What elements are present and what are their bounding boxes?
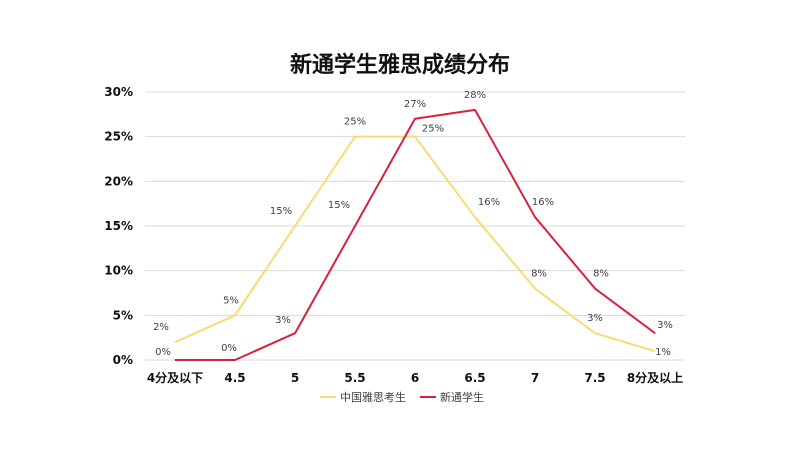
data-point	[414, 118, 416, 120]
y-tick-label: 10%	[104, 264, 133, 278]
x-axis: 4分及以下 4.5 5 5.5 6 6.5 7 7.5 8分及以上	[147, 370, 683, 385]
data-point	[654, 332, 656, 334]
y-tick-label: 25%	[104, 130, 133, 144]
legend: 中国雅思考生 新通学生	[320, 390, 484, 404]
data-label: 16%	[478, 197, 500, 208]
data-label: 2%	[153, 322, 169, 333]
data-label: 25%	[422, 124, 444, 135]
series-line-0	[174, 135, 656, 353]
data-point	[654, 350, 656, 352]
data-label: 25%	[344, 117, 366, 128]
y-tick-label: 5%	[113, 308, 133, 322]
data-point	[474, 216, 476, 218]
data-point	[294, 225, 296, 227]
data-label-layer: 2% 5% 15% 25% 25% 16% 8% 3% 1% 0% 0% 3% 15% 27% 28% 16%…	[153, 90, 673, 358]
y-tick-label: 15%	[104, 219, 133, 233]
data-label: 0%	[155, 347, 171, 358]
x-tick-label: 5.5	[344, 371, 365, 385]
data-label: 8%	[593, 269, 609, 280]
data-label: 15%	[270, 206, 292, 217]
y-tick-label: 30%	[104, 85, 133, 99]
data-label: 0%	[221, 343, 237, 354]
x-tick-label: 7.5	[584, 371, 605, 385]
y-tick-label: 0%	[113, 353, 133, 367]
series-line-1	[175, 108, 656, 361]
chart-title: 新通学生雅思成绩分布	[290, 52, 510, 78]
data-point	[474, 109, 476, 111]
data-point	[594, 332, 596, 334]
x-tick-label: 5	[291, 371, 299, 385]
data-point	[174, 341, 176, 343]
data-label: 1%	[655, 347, 671, 358]
y-tick-label: 20%	[104, 174, 133, 188]
data-label: 3%	[657, 320, 673, 331]
y-axis: 0% 5% 10% 15% 20% 25% 30%	[104, 85, 133, 367]
x-tick-label: 8分及以上	[627, 370, 683, 385]
data-label: 3%	[587, 313, 603, 324]
data-label: 3%	[275, 315, 291, 326]
x-tick-label: 6.5	[464, 371, 485, 385]
data-point	[234, 359, 236, 361]
data-point	[354, 136, 356, 138]
data-point	[594, 288, 596, 290]
data-label: 16%	[532, 197, 554, 208]
data-label: 8%	[531, 269, 547, 280]
data-point	[534, 216, 536, 218]
data-point	[414, 136, 416, 138]
data-point	[534, 288, 536, 290]
data-point	[294, 332, 296, 334]
data-point	[174, 359, 176, 361]
data-label: 15%	[328, 200, 350, 211]
legend-label: 新通学生	[440, 390, 484, 404]
x-tick-label: 4.5	[224, 371, 245, 385]
legend-label: 中国雅思考生	[340, 390, 406, 404]
data-label: 5%	[223, 295, 239, 306]
series-layer	[174, 108, 656, 361]
data-label: 27%	[404, 99, 426, 110]
data-point	[354, 225, 356, 227]
x-tick-label: 7	[531, 371, 539, 385]
x-tick-label: 4分及以下	[147, 370, 203, 385]
x-tick-label: 6	[411, 371, 419, 385]
data-label: 28%	[464, 90, 486, 101]
data-point	[234, 314, 236, 316]
